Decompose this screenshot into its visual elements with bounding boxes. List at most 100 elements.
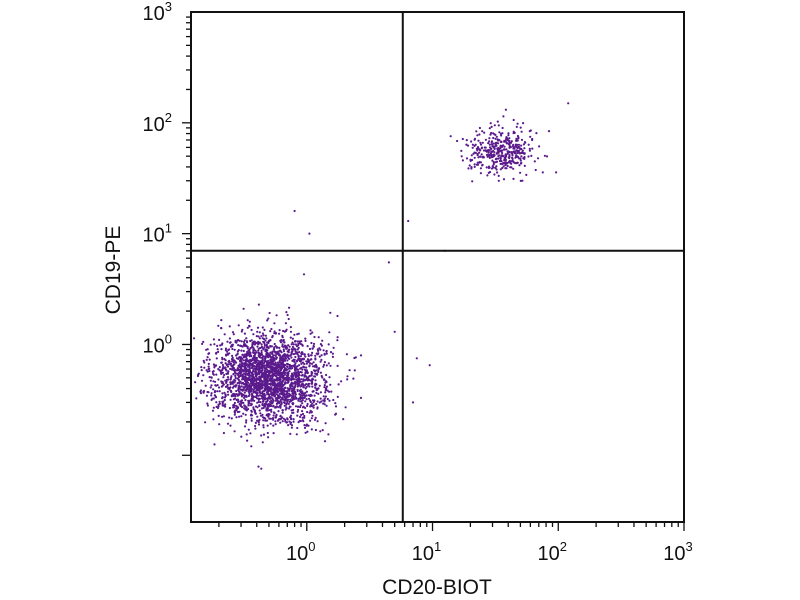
data-point-population-1 bbox=[252, 364, 255, 367]
data-point-population-1 bbox=[344, 406, 347, 409]
data-point-population-1 bbox=[244, 373, 247, 376]
data-point-population-2 bbox=[487, 149, 490, 152]
data-point-population-2 bbox=[547, 130, 551, 133]
data-point-population-1 bbox=[237, 406, 240, 409]
data-point-population-1 bbox=[230, 362, 233, 365]
data-point-population-2 bbox=[461, 137, 464, 141]
data-point-population-1 bbox=[286, 387, 289, 390]
data-point-population-1 bbox=[280, 363, 283, 366]
data-point-population-1 bbox=[263, 342, 266, 345]
data-point-population-1 bbox=[245, 369, 248, 372]
data-point-population-1 bbox=[235, 393, 238, 396]
data-point-population-1 bbox=[263, 328, 266, 331]
data-point-population-1 bbox=[251, 370, 254, 373]
data-point-population-1 bbox=[266, 383, 269, 386]
data-point-population-1 bbox=[271, 379, 274, 382]
data-point-population-1 bbox=[323, 361, 326, 364]
data-point-population-1 bbox=[269, 338, 272, 342]
data-point-population-1 bbox=[229, 398, 232, 401]
data-point-population-1 bbox=[299, 385, 302, 388]
data-point-population-1 bbox=[216, 390, 219, 393]
data-point-population-1 bbox=[250, 417, 253, 420]
data-point-population-2 bbox=[479, 141, 482, 144]
data-point-population-1 bbox=[266, 431, 269, 435]
data-point-population-1 bbox=[260, 362, 263, 365]
data-point-population-1 bbox=[246, 353, 249, 357]
data-point-population-1 bbox=[217, 414, 220, 417]
data-point-population-1 bbox=[315, 402, 318, 406]
data-point-population-1 bbox=[218, 338, 221, 341]
data-point-population-1 bbox=[279, 389, 282, 392]
data-point-population-1 bbox=[242, 355, 245, 358]
data-point-population-1 bbox=[266, 392, 269, 395]
data-point-population-2 bbox=[475, 130, 478, 133]
data-point-population-1 bbox=[207, 362, 210, 365]
data-point-population-1 bbox=[212, 380, 215, 383]
data-point-population-1 bbox=[244, 384, 247, 387]
data-point-population-1 bbox=[246, 341, 249, 344]
data-point-population-2 bbox=[470, 166, 473, 169]
data-point-population-1 bbox=[302, 405, 305, 408]
data-point-population-1 bbox=[291, 349, 294, 353]
data-point-population-2 bbox=[507, 134, 510, 137]
data-point-population-1 bbox=[207, 352, 210, 355]
data-point-population-1 bbox=[270, 356, 273, 359]
data-point-population-1 bbox=[328, 331, 331, 334]
data-point-population-1 bbox=[261, 358, 264, 361]
data-point-population-1 bbox=[255, 382, 258, 385]
data-point-population-2 bbox=[473, 151, 476, 154]
data-point-outlier bbox=[407, 219, 410, 223]
data-point-population-1 bbox=[240, 401, 243, 404]
data-point-population-1 bbox=[287, 344, 290, 347]
data-point-population-1 bbox=[210, 384, 213, 387]
data-point-population-2 bbox=[503, 157, 507, 161]
data-point-population-1 bbox=[312, 406, 315, 409]
data-point-population-1 bbox=[217, 350, 220, 353]
data-point-population-1 bbox=[317, 352, 320, 355]
data-point-population-1 bbox=[276, 361, 280, 364]
data-point-population-1 bbox=[302, 392, 305, 395]
data-point-population-1 bbox=[298, 357, 302, 360]
data-point-population-1 bbox=[294, 395, 297, 398]
data-point-population-2 bbox=[500, 160, 503, 163]
data-point-population-1 bbox=[261, 402, 264, 406]
data-point-population-2 bbox=[499, 147, 502, 150]
data-point-population-2 bbox=[495, 152, 498, 155]
data-point-population-1 bbox=[263, 379, 266, 382]
data-point-population-1 bbox=[279, 357, 282, 360]
data-point-population-1 bbox=[256, 342, 259, 345]
data-point-population-2 bbox=[505, 162, 508, 165]
data-point-population-1 bbox=[240, 340, 243, 343]
data-point-population-1 bbox=[277, 372, 280, 375]
data-point-population-2 bbox=[519, 179, 522, 182]
data-point-population-1 bbox=[259, 367, 262, 370]
data-point-population-1 bbox=[215, 357, 218, 360]
data-point-population-1 bbox=[319, 371, 322, 374]
data-point-population-2 bbox=[511, 159, 514, 162]
data-point-population-1 bbox=[262, 406, 265, 410]
data-point-population-2 bbox=[504, 164, 507, 167]
data-point-population-1 bbox=[278, 332, 281, 335]
data-point-population-1 bbox=[297, 373, 300, 376]
data-point-population-1 bbox=[328, 376, 331, 379]
data-point-population-2 bbox=[497, 124, 500, 127]
data-point-population-1 bbox=[294, 375, 297, 378]
data-point-population-1 bbox=[296, 426, 299, 430]
data-point-population-1 bbox=[266, 378, 269, 382]
data-point-population-1 bbox=[280, 393, 283, 396]
data-point-population-1 bbox=[292, 397, 295, 400]
data-point-population-1 bbox=[235, 372, 238, 375]
data-point-population-2 bbox=[512, 118, 515, 122]
data-point-population-1 bbox=[312, 342, 316, 345]
data-point-population-1 bbox=[256, 392, 259, 395]
data-point-population-1 bbox=[284, 408, 287, 411]
data-point-population-1 bbox=[291, 359, 294, 362]
data-point-population-2 bbox=[523, 147, 526, 150]
data-point-population-1 bbox=[226, 376, 230, 379]
x-tick-label: 103 bbox=[663, 539, 692, 565]
data-point-population-1 bbox=[285, 421, 288, 424]
data-point-population-1 bbox=[307, 382, 310, 386]
data-point-population-1 bbox=[272, 368, 276, 371]
data-point-population-1 bbox=[313, 335, 316, 339]
